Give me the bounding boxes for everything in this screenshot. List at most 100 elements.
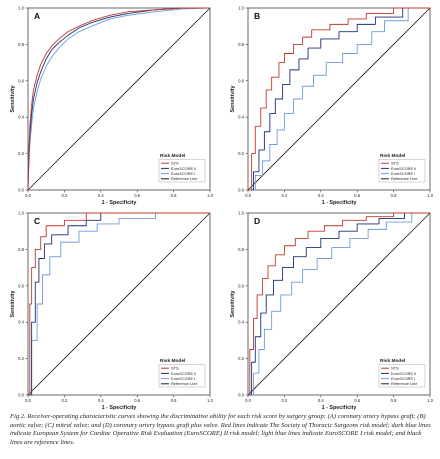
y-axis-label: Sensitivity xyxy=(230,86,236,113)
x-tick-label: 0.4 xyxy=(98,193,104,198)
series-line-euroscore-ii xyxy=(27,7,210,191)
y-tick-label: 1.0 xyxy=(238,211,244,216)
x-axis-label: 1 - Specificity xyxy=(102,200,137,206)
x-tick-label: 1.0 xyxy=(427,193,433,198)
series-line-euroscore-i xyxy=(248,7,430,191)
y-tick-label: 0.8 xyxy=(238,247,244,252)
series-line-reference-line xyxy=(27,7,211,191)
legend-box xyxy=(158,158,206,183)
x-tick-label: 0.6 xyxy=(134,398,140,403)
panel-letter: D xyxy=(254,216,260,226)
x-axis-label: 1 - Specificity xyxy=(322,200,357,206)
y-tick-label: 0.0 xyxy=(18,393,24,398)
x-tick-label: 0.8 xyxy=(391,193,397,198)
roc-panel-b: B 0.0 0.2 0.4 0.6 0.8 1.0 0.0 0.2 0.4 0.6 0.8 1.0 1 -… xyxy=(230,6,434,207)
x-tick-label: 0.2 xyxy=(281,398,287,403)
legend-entry: EuroSCORE II xyxy=(171,166,196,171)
y-tick-label: 0.8 xyxy=(18,42,24,47)
panel-letter: B xyxy=(254,11,260,21)
legend-entry: STS xyxy=(391,161,399,166)
x-axis-label: 1 - Specificity xyxy=(322,405,357,411)
x-tick-label: 0.2 xyxy=(281,193,287,198)
legend-title: Risk Model xyxy=(160,153,185,159)
x-tick-label: 0.0 xyxy=(245,193,251,198)
legend-box xyxy=(158,363,206,388)
x-tick-label: 0.8 xyxy=(391,398,397,403)
panel-letter: A xyxy=(34,11,40,21)
legend-title: Risk Model xyxy=(380,358,405,364)
x-tick-label: 1.0 xyxy=(427,398,433,403)
series-line-euroscore-ii xyxy=(28,212,210,396)
x-tick-label: 0.0 xyxy=(245,398,251,403)
legend-entry: EuroSCORE II xyxy=(171,371,196,376)
y-tick-label: 1.0 xyxy=(18,6,24,11)
x-tick-label: 0.0 xyxy=(25,193,31,198)
y-tick-label: 0.8 xyxy=(18,247,24,252)
series-line-sts xyxy=(248,212,430,396)
series-line-euroscore-i xyxy=(28,212,210,396)
x-axis-label: 1 - Specificity xyxy=(102,405,137,411)
legend-title: Risk Model xyxy=(380,153,405,159)
roc-panel-c: C 0.0 0.2 0.4 0.6 0.8 1.0 0.0 0.2 0.4 0.6 0.8 1.0 1 -… xyxy=(10,211,214,412)
legend-entry: EuroSCORE I xyxy=(171,376,195,381)
x-tick-label: 0.6 xyxy=(354,398,360,403)
series-line-euroscore-ii xyxy=(248,212,430,396)
y-tick-label: 0.6 xyxy=(18,283,24,288)
y-tick-label: 0.4 xyxy=(18,115,24,120)
figure-caption: Fig 2. Receiver-operating characteristic… xyxy=(10,413,431,446)
legend-box xyxy=(378,158,426,183)
y-tick-label: 1.0 xyxy=(18,211,24,216)
legend-entry: STS xyxy=(171,161,179,166)
series-line-euroscore-i xyxy=(248,212,430,396)
x-tick-label: 0.4 xyxy=(318,398,324,403)
series-line-euroscore-ii xyxy=(248,7,430,191)
series-line-sts xyxy=(28,212,210,396)
series-line-reference-line xyxy=(247,7,431,191)
legend-entry: EuroSCORE I xyxy=(391,171,415,176)
x-tick-label: 0.4 xyxy=(318,193,324,198)
legend-entry: Reference Line xyxy=(171,176,197,181)
y-tick-label: 0.6 xyxy=(238,283,244,288)
x-tick-label: 0.6 xyxy=(134,193,140,198)
x-tick-label: 0.6 xyxy=(354,193,360,198)
legend-entry: Reference Line xyxy=(391,176,417,181)
y-tick-label: 0.8 xyxy=(238,42,244,47)
y-tick-label: 0.2 xyxy=(18,356,24,361)
x-tick-label: 1.0 xyxy=(207,398,213,403)
y-tick-label: 0.0 xyxy=(18,188,24,193)
series-line-reference-line xyxy=(247,212,431,396)
y-axis-label: Sensitivity xyxy=(10,86,16,113)
y-tick-label: 0.2 xyxy=(18,151,24,156)
legend-entry: EuroSCORE II xyxy=(391,166,416,171)
y-tick-label: 1.0 xyxy=(238,6,244,11)
x-tick-label: 0.4 xyxy=(98,398,104,403)
series-line-sts xyxy=(27,7,210,191)
y-tick-label: 0.0 xyxy=(238,188,244,193)
legend-entry: STS xyxy=(171,366,179,371)
series-line-reference-line xyxy=(27,212,211,396)
series-line-sts xyxy=(248,7,430,191)
legend-title: Risk Model xyxy=(160,358,185,364)
legend-entry: STS xyxy=(391,366,399,371)
legend-entry: EuroSCORE I xyxy=(391,376,415,381)
x-tick-label: 0.2 xyxy=(61,193,67,198)
x-tick-label: 0.8 xyxy=(171,398,177,403)
x-tick-label: 1.0 xyxy=(207,193,213,198)
legend-entry: EuroSCORE II xyxy=(391,371,416,376)
y-tick-label: 0.2 xyxy=(238,356,244,361)
legend-entry: Reference Line xyxy=(171,381,197,386)
x-tick-label: 0.0 xyxy=(25,398,31,403)
roc-panel-a: A 0.0 0.2 0.4 0.6 0.8 1.0 0.0 0.2 0.4 0.6 0.8 1.0 1 -… xyxy=(10,6,214,207)
y-tick-label: 0.4 xyxy=(238,115,244,120)
legend-box xyxy=(378,363,426,388)
x-tick-label: 0.8 xyxy=(171,193,177,198)
y-tick-label: 0.6 xyxy=(238,78,244,83)
legend-entry: Reference Line xyxy=(391,381,417,386)
y-tick-label: 0.6 xyxy=(18,78,24,83)
y-axis-label: Sensitivity xyxy=(230,291,236,318)
y-axis-label: Sensitivity xyxy=(10,291,16,318)
legend-entry: EuroSCORE I xyxy=(171,171,195,176)
y-tick-label: 0.0 xyxy=(238,393,244,398)
roc-panel-d: D 0.0 0.2 0.4 0.6 0.8 1.0 0.0 0.2 0.4 0.6 0.8 1.0 1 -… xyxy=(230,211,434,412)
